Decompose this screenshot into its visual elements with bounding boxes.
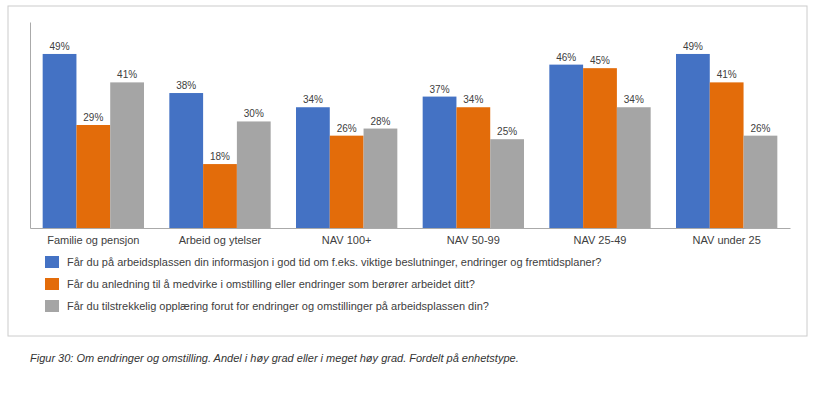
bar — [423, 97, 457, 228]
bar — [330, 136, 364, 228]
data-label: 28% — [370, 116, 390, 127]
legend-label: Får du anledning til å medvirke i omstil… — [67, 278, 475, 290]
x-tick-label: NAV under 25 — [693, 234, 761, 246]
data-label: 49% — [50, 41, 70, 52]
legend-swatch — [45, 278, 59, 290]
bar — [203, 164, 237, 228]
legend-item: Får du anledning til å medvirke i omstil… — [45, 278, 475, 290]
data-label: 41% — [717, 69, 737, 80]
caption: Figur 30: Om endringer og omstilling. An… — [30, 352, 519, 364]
bar — [296, 107, 330, 228]
bars — [43, 54, 778, 228]
data-label: 34% — [463, 94, 483, 105]
legend-item: Får du tilstrekkelig opplæring forut for… — [45, 300, 489, 312]
data-label: 26% — [337, 123, 357, 134]
x-tick: NAV 25-49 — [574, 234, 627, 246]
y-axis — [30, 23, 31, 229]
bar — [169, 93, 203, 228]
bar — [110, 82, 144, 228]
bar — [43, 54, 77, 228]
data-label: 34% — [624, 94, 644, 105]
data-label: 30% — [244, 108, 264, 119]
data-label: 29% — [83, 112, 103, 123]
x-tick: NAV 100+ — [322, 234, 372, 246]
legend-swatch — [45, 256, 59, 268]
x-tick: Familie og pensjon — [47, 234, 139, 246]
x-axis: Familie og pensjon Arbeid og ytelser NAV 1… — [31, 229, 791, 246]
bar — [237, 121, 271, 228]
x-tick-label: NAV 25-49 — [574, 234, 627, 246]
legend-label: Får du tilstrekkelig opplæring forut for… — [67, 300, 489, 312]
bar — [617, 107, 651, 228]
bar — [364, 129, 398, 228]
bar — [676, 54, 710, 228]
x-axis-line — [31, 228, 791, 229]
data-label: 37% — [430, 84, 450, 95]
bar — [710, 82, 744, 228]
chart: 49% 38% 34% 37% 46% 49% 29% 18% 26% 34% 45% 41% 41% 3… — [0, 0, 815, 413]
x-tick: NAV 50-99 — [447, 234, 500, 246]
data-label: 49% — [683, 41, 703, 52]
plot: 49% 38% 34% 37% 46% 49% 29% 18% 26% 34% 45% 41% 41% 3… — [31, 23, 791, 246]
frame — [8, 6, 807, 336]
data-label: 41% — [117, 69, 137, 80]
y-axis-line — [30, 23, 31, 229]
data-label: 38% — [176, 80, 196, 91]
bar — [456, 107, 490, 228]
bar — [76, 125, 110, 228]
x-tick: NAV under 25 — [693, 234, 761, 246]
data-label: 46% — [556, 52, 576, 63]
x-tick-label: Familie og pensjon — [47, 234, 139, 246]
legend-label: Får du på arbeidsplassen din informasjon… — [67, 256, 601, 268]
data-label: 26% — [750, 123, 770, 134]
legend: Får du på arbeidsplassen din informasjon… — [45, 256, 601, 312]
bar — [583, 68, 617, 228]
data-label: 25% — [497, 126, 517, 137]
data-labels: 49% 38% 34% 37% 46% 49% 29% 18% 26% 34% 45% 41% 41% 3… — [50, 41, 771, 162]
x-tick: Arbeid og ytelser — [179, 234, 262, 246]
legend-item: Får du på arbeidsplassen din informasjon… — [45, 256, 601, 268]
data-label: 34% — [303, 94, 323, 105]
data-label: 45% — [590, 55, 610, 66]
x-tick-label: NAV 100+ — [322, 234, 372, 246]
bar — [549, 65, 583, 228]
legend-swatch — [45, 300, 59, 312]
bar — [490, 139, 524, 228]
x-tick-label: Arbeid og ytelser — [179, 234, 262, 246]
x-tick-label: NAV 50-99 — [447, 234, 500, 246]
data-label: 18% — [210, 151, 230, 162]
bar — [744, 136, 778, 228]
